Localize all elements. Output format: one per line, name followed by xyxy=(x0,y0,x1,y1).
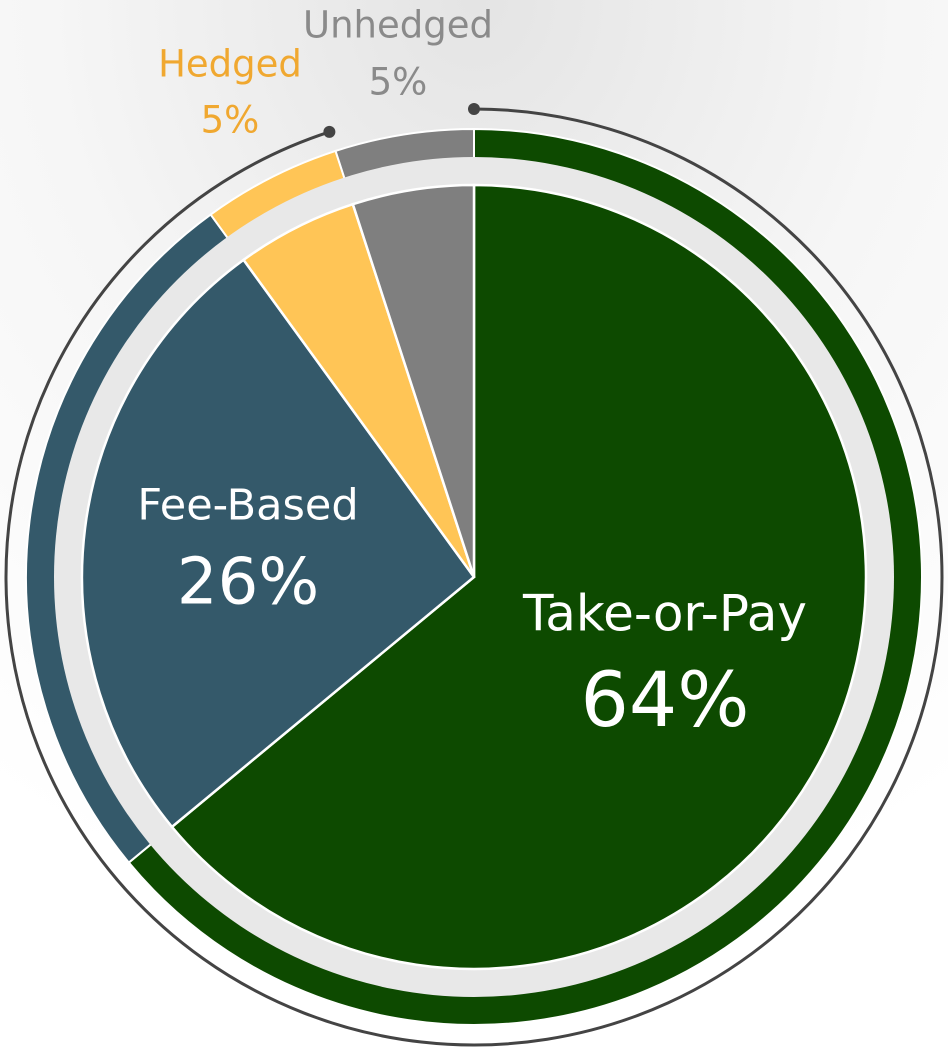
slice-value-label: 64% xyxy=(581,655,750,744)
slice-value-label: 26% xyxy=(177,546,319,620)
bracket-dot xyxy=(323,125,336,138)
pie-slice xyxy=(170,183,868,971)
slice-label: Fee-Based xyxy=(137,481,358,531)
slice-value-label: 5% xyxy=(201,99,260,142)
slice-label: Unhedged xyxy=(303,4,493,47)
bracket-dot xyxy=(468,103,480,115)
slice-label: Take-or-Pay xyxy=(522,585,807,643)
slice-label: Hedged xyxy=(158,43,302,86)
pie-slice xyxy=(351,183,476,578)
bracket-arc xyxy=(4,107,944,1047)
pie-slice xyxy=(80,258,476,829)
slice-value-label: 5% xyxy=(369,61,428,104)
